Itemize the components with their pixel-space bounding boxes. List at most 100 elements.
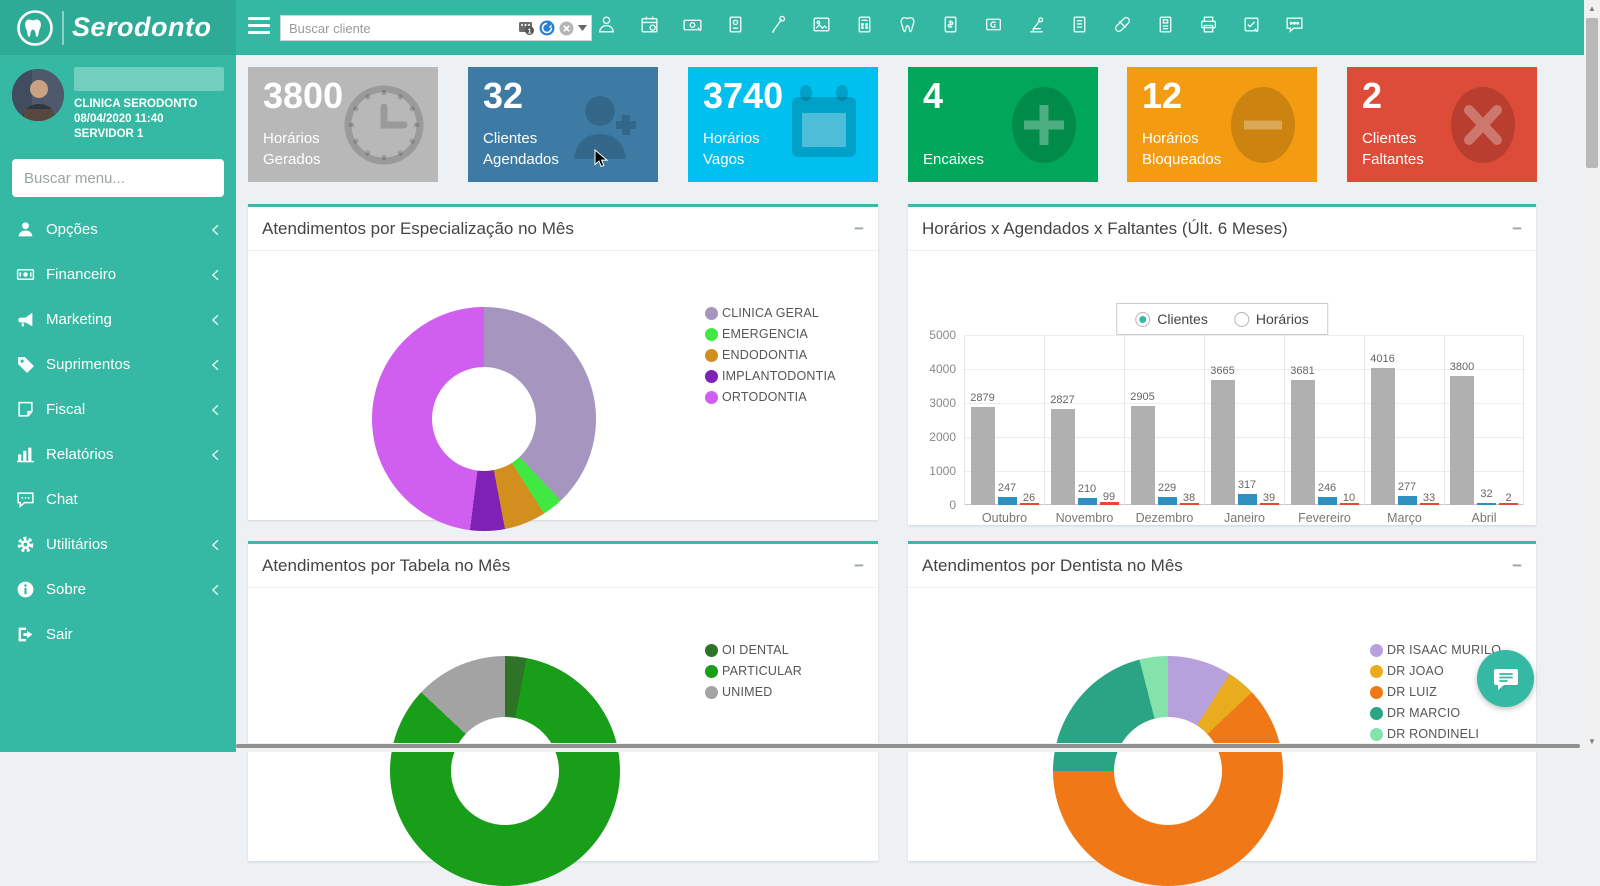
caret-down-icon[interactable] [578, 25, 587, 31]
bar-faltantes[interactable]: 33 [1420, 503, 1439, 505]
sidebar-item-utilitarios[interactable]: Utilitários [0, 522, 236, 567]
legend-item[interactable]: IMPLANTODONTIA [705, 369, 836, 383]
radio-dot[interactable] [1135, 312, 1150, 327]
print-icon[interactable] [1198, 14, 1219, 35]
refresh-icon[interactable] [539, 20, 555, 36]
contract-icon[interactable] [1241, 14, 1262, 35]
avatar[interactable] [12, 69, 64, 121]
collapse-button[interactable]: − [854, 220, 864, 237]
bar-horarios[interactable]: 4016 [1371, 368, 1395, 505]
bar-agendados[interactable]: 277 [1398, 496, 1417, 505]
sidebar-toggle-button[interactable] [248, 17, 270, 37]
sidebar-item-chat[interactable]: Chat [0, 477, 236, 522]
bar-value-label: 39 [1263, 492, 1275, 504]
bar-faltantes[interactable]: 99 [1100, 502, 1119, 505]
budget-icon[interactable] [854, 14, 875, 35]
client-search-input[interactable] [289, 21, 518, 36]
odontogram-icon[interactable] [897, 14, 918, 35]
bar-faltantes[interactable]: 39 [1260, 503, 1279, 505]
bar-agendados[interactable]: 32 [1477, 503, 1496, 505]
legend-item[interactable]: DR RONDINELI [1370, 727, 1501, 741]
patient-card-icon[interactable] [1155, 14, 1176, 35]
sidebar-item-suprimentos[interactable]: Suprimentos [0, 342, 236, 387]
bar-agendados[interactable]: 210 [1078, 498, 1097, 505]
sidebar-item-fiscal[interactable]: Fiscal [0, 387, 236, 432]
legend-item[interactable]: ENDODONTIA [705, 348, 836, 362]
radio-dot[interactable] [1234, 312, 1249, 327]
legend-item[interactable]: UNIMED [705, 685, 802, 699]
radio-clientes[interactable]: Clientes [1135, 311, 1208, 327]
bar-horarios[interactable]: 2905 [1131, 406, 1155, 505]
agenda-icon[interactable] [639, 14, 660, 35]
bar-horarios[interactable]: 3800 [1450, 376, 1474, 505]
legend-item[interactable]: ORTODONTIA [705, 390, 836, 404]
clear-icon[interactable] [559, 21, 574, 36]
legend-item[interactable]: DR ISAAC MURILO [1370, 643, 1501, 657]
invoice-icon[interactable] [940, 14, 961, 35]
scroll-down-arrow[interactable]: ▼ [1588, 737, 1596, 746]
medical-record-icon[interactable] [725, 14, 746, 35]
bar-agendados[interactable]: 247 [998, 497, 1017, 505]
dental-chair-icon[interactable] [1026, 14, 1047, 35]
sidebar-item-sobre[interactable]: Sobre [0, 567, 236, 612]
payment-icon[interactable] [682, 14, 703, 35]
sidebar-item-opcoes[interactable]: Opções [0, 207, 236, 252]
imaging-icon[interactable] [811, 14, 832, 35]
prescription-icon[interactable] [1112, 14, 1133, 35]
chat-fab-button[interactable] [1477, 650, 1534, 707]
treatment-icon[interactable] [768, 14, 789, 35]
scrollbar-thumb[interactable] [1586, 18, 1598, 168]
vertical-scrollbar[interactable]: ▲ ▼ [1584, 0, 1600, 752]
voucher-icon[interactable] [983, 14, 1004, 35]
collapse-button[interactable]: − [854, 557, 864, 574]
bar-agendados[interactable]: 246 [1318, 497, 1337, 505]
legend-item[interactable]: PARTICULAR [705, 664, 802, 678]
bar-horarios[interactable]: 2879 [971, 407, 995, 505]
bar-horarios[interactable]: 3665 [1211, 380, 1235, 505]
sidebar-item-sair[interactable]: Sair [0, 612, 236, 657]
sidebar-item-marketing[interactable]: Marketing [0, 297, 236, 342]
bar-horarios[interactable]: 3681 [1291, 380, 1315, 505]
menu-search-input[interactable] [24, 170, 223, 187]
tabela-donut-chart[interactable] [390, 656, 620, 886]
bar-faltantes[interactable]: 2 [1499, 503, 1518, 505]
procedures-list-icon[interactable] [1069, 14, 1090, 35]
bar-faltantes[interactable]: 26 [1020, 503, 1039, 505]
bar-faltantes[interactable]: 10 [1340, 503, 1359, 505]
sidebar-item-relatorios[interactable]: Relatórios [0, 432, 236, 477]
patient-icon[interactable] [596, 14, 617, 35]
legend-item[interactable]: EMERGENCIA [705, 327, 836, 341]
legend-item[interactable]: CLINICA GERAL [705, 306, 836, 320]
dentista-donut-chart[interactable] [1053, 656, 1283, 886]
bar-agendados[interactable]: 229 [1158, 497, 1177, 505]
bar-agendados[interactable]: 317 [1238, 494, 1257, 505]
horizontal-scrollbar[interactable] [236, 743, 1584, 752]
sidebar-item-financeiro[interactable]: Financeiro [0, 252, 236, 297]
legend-item[interactable]: OI DENTAL [705, 643, 802, 657]
collapse-button[interactable]: − [1512, 557, 1522, 574]
collapse-button[interactable]: − [1512, 220, 1522, 237]
scroll-up-arrow[interactable]: ▲ [1588, 4, 1596, 13]
radio-horarios[interactable]: Horários [1234, 311, 1309, 327]
legend-item[interactable]: DR MARCIO [1370, 706, 1501, 720]
especializacao-donut-chart[interactable] [372, 307, 596, 531]
bar-faltantes[interactable]: 38 [1180, 503, 1199, 505]
keypad-icon[interactable]: 1 [518, 21, 535, 36]
chat-icon[interactable] [1284, 14, 1305, 35]
bar-horarios[interactable]: 2827 [1051, 409, 1075, 505]
